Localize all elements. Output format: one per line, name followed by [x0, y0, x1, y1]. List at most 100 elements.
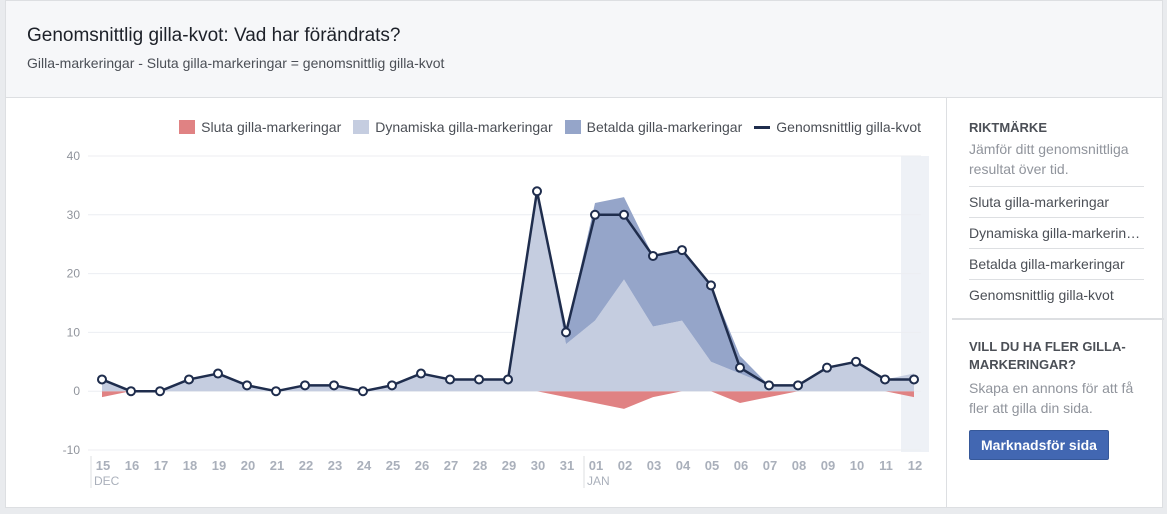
- promo-section: VILL DU HA FLER GILLA-MARKERINGAR? Skapa…: [969, 338, 1147, 460]
- x-tick-label: 22: [299, 458, 313, 473]
- net-point: [387, 380, 397, 391]
- net-point: [822, 362, 832, 373]
- net-point: [155, 386, 165, 397]
- x-tick-label: 15: [96, 458, 110, 473]
- legend-label-paid: Betalda gilla-markeringar: [586, 119, 743, 135]
- chart-area: 40 30 20 10 0 -10 15 16 17 18 19 20 21 22 23 24 25 26 27 28…: [6, 98, 946, 508]
- benchmark-item-paid[interactable]: Betalda gilla-markeringar: [969, 248, 1144, 279]
- x-tick-label: 05: [705, 458, 719, 473]
- x-tick-label: 12: [908, 458, 922, 473]
- x-tick-label: 01: [589, 458, 603, 473]
- net-point: [561, 327, 571, 338]
- net-point: [793, 380, 803, 391]
- x-tick-label: 11: [879, 458, 893, 473]
- legend-item-organic[interactable]: Dynamiska gilla-markeringar: [353, 119, 553, 135]
- sidebar-divider: [952, 318, 1164, 320]
- promote-page-button[interactable]: Marknadsför sida: [969, 430, 1109, 460]
- x-tick-label: 31: [560, 458, 574, 473]
- net-point: [735, 362, 745, 373]
- net-point: [503, 374, 513, 385]
- net-point: [677, 245, 687, 256]
- net-point: [648, 250, 658, 261]
- month-label: JAN: [587, 474, 610, 488]
- net-point: [851, 356, 861, 367]
- area-organic: [102, 191, 914, 392]
- net-point: [242, 380, 252, 391]
- area-unlikes: [102, 391, 914, 409]
- x-tick-label: 18: [183, 458, 197, 473]
- y-tick-label: -10: [63, 443, 81, 457]
- x-tick-label: 25: [386, 458, 400, 473]
- net-point: [445, 374, 455, 385]
- y-tick-label: 10: [67, 325, 81, 339]
- net-point: [474, 374, 484, 385]
- x-tick-label: 08: [792, 458, 806, 473]
- y-tick-label: 40: [67, 149, 81, 163]
- legend-swatch-organic: [353, 120, 370, 134]
- y-tick-label: 20: [67, 267, 81, 281]
- benchmark-list: Sluta gilla-markeringar Dynamiska gilla-…: [969, 186, 1144, 310]
- x-tick-label: 28: [473, 458, 487, 473]
- net-point: [880, 374, 890, 385]
- page-subtitle: Gilla-markeringar - Sluta gilla-markerin…: [27, 55, 445, 71]
- x-tick-label: 02: [618, 458, 632, 473]
- y-tick-label: 30: [67, 208, 81, 222]
- net-point: [619, 209, 629, 220]
- page-title: Genomsnittlig gilla-kvot: Vad har föränd…: [27, 25, 401, 46]
- net-point: [271, 386, 281, 397]
- x-tick-label: 24: [357, 458, 372, 473]
- month-label: DEC: [94, 474, 120, 488]
- legend-item-unlikes[interactable]: Sluta gilla-markeringar: [179, 119, 341, 135]
- x-tick-label: 17: [154, 458, 168, 473]
- x-tick-label: 06: [734, 458, 748, 473]
- net-point: [909, 374, 919, 385]
- net-point: [764, 380, 774, 391]
- card-header: Genomsnittlig gilla-kvot: Vad har föränd…: [6, 1, 1162, 98]
- legend-swatch-net: [754, 125, 771, 129]
- net-point: [706, 280, 716, 291]
- x-tick-label: 29: [502, 458, 516, 473]
- net-point: [126, 386, 136, 397]
- x-tick-label: 04: [676, 458, 691, 473]
- chart-legend: Sluta gilla-markeringar Dynamiska gilla-…: [179, 119, 921, 135]
- legend-swatch-unlikes: [179, 120, 196, 134]
- line-net: [101, 190, 914, 393]
- legend-swatch-paid: [564, 120, 581, 134]
- x-tick-label: 16: [125, 458, 139, 473]
- net-point: [97, 374, 107, 385]
- benchmark-item-organic[interactable]: Dynamiska gilla-markeringar: [969, 217, 1144, 248]
- benchmark-section: RIKTMÄRKE Jämför ditt genomsnittliga res…: [969, 120, 1144, 310]
- x-tick-label: 10: [850, 458, 864, 473]
- legend-item-net[interactable]: Genomsnittlig gilla-kvot: [754, 119, 921, 135]
- x-tick-label: 19: [212, 458, 226, 473]
- legend-label-organic: Dynamiska gilla-markeringar: [375, 119, 553, 135]
- benchmark-description: Jämför ditt genomsnittliga resultat över…: [969, 141, 1129, 177]
- x-tick-label: 30: [531, 458, 545, 473]
- x-tick-label: 09: [821, 458, 835, 473]
- net-point: [184, 374, 194, 385]
- x-tick-label: 20: [241, 458, 255, 473]
- x-tick-label: 26: [415, 458, 429, 473]
- current-day-band: [901, 156, 929, 452]
- net-point: [532, 186, 542, 197]
- x-tick-label: 23: [328, 458, 342, 473]
- net-point: [358, 386, 368, 397]
- promo-heading: VILL DU HA FLER GILLA-MARKERINGAR?: [969, 339, 1126, 372]
- legend-label-unlikes: Sluta gilla-markeringar: [201, 119, 342, 135]
- legend-label-net: Genomsnittlig gilla-kvot: [776, 119, 921, 135]
- promo-description: Skapa en annons för att få fler att gill…: [969, 380, 1134, 416]
- insights-card: Genomsnittlig gilla-kvot: Vad har föränd…: [5, 0, 1164, 508]
- net-point: [213, 368, 223, 379]
- x-tick-label: 27: [444, 458, 458, 473]
- legend-item-paid[interactable]: Betalda gilla-markeringar: [564, 119, 743, 135]
- benchmark-item-net[interactable]: Genomsnittlig gilla-kvot: [969, 279, 1144, 310]
- benchmark-item-unlikes[interactable]: Sluta gilla-markeringar: [969, 186, 1144, 217]
- x-tick-label: 03: [647, 458, 661, 473]
- x-tick-label: 07: [763, 458, 777, 473]
- chart-svg: 40 30 20 10 0 -10 15 16 17 18 19 20 21 22 23 24 25 26 27 28…: [63, 149, 929, 488]
- y-tick-label: 0: [73, 384, 80, 398]
- area-paid: [102, 191, 914, 392]
- net-point: [300, 380, 310, 391]
- net-point: [329, 380, 339, 391]
- sidebar: RIKTMÄRKE Jämför ditt genomsnittliga res…: [946, 98, 1164, 508]
